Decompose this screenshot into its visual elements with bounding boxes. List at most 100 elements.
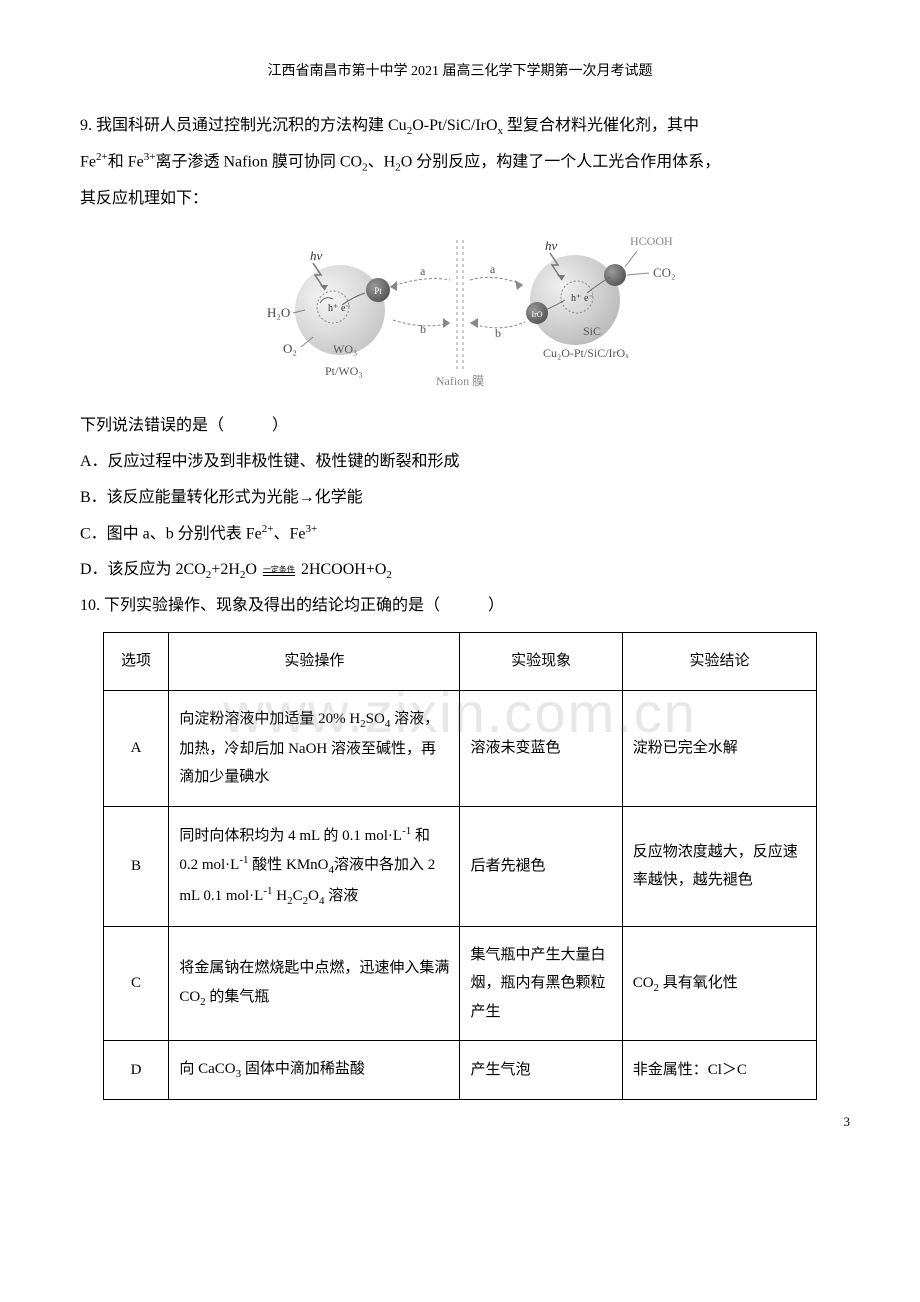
cell-opt: D (103, 1041, 169, 1100)
t: 、H (368, 154, 396, 171)
q10-stem: 10. 下列实验操作、现象及得出的结论均正确的是（ ） (80, 590, 840, 622)
th-opt: 选项 (103, 633, 169, 691)
sub: 2 (386, 569, 392, 581)
cell-op: 将金属钠在燃烧匙中点燃，迅速伸入集满 CO2 的集气瓶 (169, 926, 460, 1041)
t: D．该反应为 2CO (80, 561, 206, 578)
t: 和 Fe (108, 154, 144, 171)
q9-optC: C．图中 a、b 分别代表 Fe2+、Fe3+ (80, 518, 840, 550)
cell-op: 同时向体积均为 4 mL 的 0.1 mol·L-1 和 0.2 mol·L-1… (169, 806, 460, 926)
hcooh-line (625, 251, 637, 267)
cell-cc: 淀粉已完全水解 (622, 690, 816, 806)
sup: 2+ (262, 523, 274, 535)
h2o-label: H₂O (267, 305, 290, 320)
t: 具有氧化性 (663, 975, 738, 991)
t: 型复合材料光催化剂，其中 (507, 117, 699, 134)
t: 2HCOOH+O (301, 561, 386, 578)
a-arrow-left (390, 278, 450, 286)
q9-options: 下列说法错误的是（ ） A．反应过程中涉及到非极性键、极性键的断裂和形成 B．该… (80, 410, 840, 587)
cell-ph: 产生气泡 (460, 1041, 622, 1100)
t: 固体中滴加稀盐酸 (241, 1061, 365, 1077)
table-row: D 向 CaCO3 固体中滴加稀盐酸 产生气泡 非金属性：Cl＞C (103, 1041, 816, 1100)
o2-label: O₂ (283, 341, 297, 356)
question-9: 9. 我国科研人员通过控制光沉积的方法构建 Cu2O-Pt/SiC/IrOx 型… (80, 110, 840, 215)
t: SO (366, 711, 385, 727)
iro-text: IrO (531, 310, 542, 319)
cell-opt: A (103, 690, 169, 806)
q9-stem-line3: 其反应机理如下： (80, 183, 840, 215)
diagram-svg: Nafion 膜 Pt h⁺ e⁻ hv H₂O O₂ WO₃ Pt/WO₃ (225, 225, 695, 395)
cond: 一定条件 (263, 566, 295, 574)
cell-op: 向 CaCO3 固体中滴加稀盐酸 (169, 1041, 460, 1100)
co2-label: CO₂ (653, 265, 676, 280)
question-10: 10. 下列实验操作、现象及得出的结论均正确的是（ ） (80, 590, 840, 622)
q9-optD: D．该反应为 2CO2+2H2O 一定条件 2HCOOH+O2 (80, 554, 840, 586)
table-row: B 同时向体积均为 4 mL 的 0.1 mol·L-1 和 0.2 mol·L… (103, 806, 816, 926)
t: 的集气瓶 (209, 989, 269, 1005)
th-ph: 实验现象 (460, 633, 622, 691)
a-tip-r (515, 280, 523, 290)
t: +2H (211, 561, 240, 578)
table-row: A 向淀粉溶液中加适量 20% H2SO4 溶液，加热，冷却后加 NaOH 溶液… (103, 690, 816, 806)
cell-cc: CO2 具有氧化性 (622, 926, 816, 1041)
th-op: 实验操作 (169, 633, 460, 691)
a-label-l: a (420, 264, 426, 278)
ptwo3-label: Pt/WO₃ (325, 364, 363, 378)
q9-optB: B．该反应能量转化形式为光能→化学能 (80, 482, 840, 514)
t: C (293, 888, 303, 904)
b-label-r: b (495, 326, 501, 340)
t: O (245, 561, 257, 578)
page-number: 3 (844, 1114, 851, 1130)
sub: x (498, 125, 504, 137)
t: 、Fe (274, 525, 306, 542)
t: C．图中 a、b 分别代表 Fe (80, 525, 262, 542)
page-header: 江西省南昌市第十中学 2021 届高三化学下学期第一次月考试题 (80, 60, 840, 80)
table-header-row: 选项 实验操作 实验现象 实验结论 (103, 633, 816, 691)
t: O-Pt/SiC/IrO (412, 117, 497, 134)
t: CO (633, 975, 654, 991)
sup: 2+ (96, 151, 108, 163)
experiment-table: 选项 实验操作 实验现象 实验结论 A 向淀粉溶液中加适量 20% H2SO4 … (103, 632, 817, 1100)
t: 同时向体积均为 4 mL 的 0.1 mol·L (179, 828, 402, 844)
pt-label: Pt (374, 286, 382, 296)
hv-right: hv (545, 238, 558, 253)
a-tip-l (390, 281, 397, 291)
b-label-l: b (420, 322, 426, 336)
wo3-label: WO₃ (333, 342, 357, 356)
t: 向淀粉溶液中加适量 20% H (179, 711, 360, 727)
cu2o-dot (604, 264, 626, 286)
t: 酸性 KMnO (252, 857, 328, 873)
cell-ph: 集气瓶中产生大量白烟，瓶内有黑色颗粒产生 (460, 926, 622, 1041)
b-tip-l (443, 318, 450, 328)
t: H (273, 888, 288, 904)
t: O (308, 888, 319, 904)
t: 9. 我国科研人员通过控制光沉积的方法构建 Cu (80, 117, 407, 134)
b-tip-r (470, 318, 478, 328)
th-cc: 实验结论 (622, 633, 816, 691)
hcooh-label: HCOOH (630, 234, 673, 248)
right-comp-label: Cu₂O-Pt/SiC/IrOₓ (543, 346, 629, 360)
t: Fe (80, 154, 96, 171)
h-label-r: h⁺ (571, 293, 581, 304)
table-row: C 将金属钠在燃烧匙中点燃，迅速伸入集满 CO2 的集气瓶 集气瓶中产生大量白烟… (103, 926, 816, 1041)
cell-cc: 反应物浓度越大，反应速率越快，越先褪色 (622, 806, 816, 926)
t: O 分别反应，构建了一个人工光合作用体系， (401, 154, 721, 171)
cell-ph: 后者先褪色 (460, 806, 622, 926)
a-arrow-right (470, 277, 523, 285)
q9-stem-line1: 9. 我国科研人员通过控制光沉积的方法构建 Cu2O-Pt/SiC/IrOx 型… (80, 110, 840, 142)
nafion-label: Nafion 膜 (436, 374, 484, 388)
sup: 3+ (144, 151, 156, 163)
a-label-r: a (490, 262, 496, 276)
q9-optA: A．反应过程中涉及到非极性键、极性键的断裂和形成 (80, 446, 840, 478)
reaction-diagram: Nafion 膜 Pt h⁺ e⁻ hv H₂O O₂ WO₃ Pt/WO₃ (80, 225, 840, 400)
h-label-l: h⁺ (328, 303, 338, 314)
hv-left: hv (310, 248, 323, 263)
cell-ph: 溶液未变蓝色 (460, 690, 622, 806)
co2-line (627, 273, 649, 275)
q9-after: 下列说法错误的是（ ） (80, 410, 840, 442)
sup: 3+ (306, 523, 318, 535)
sic-label: SiC (583, 324, 601, 338)
cell-opt: B (103, 806, 169, 926)
t: 溶液 (328, 888, 358, 904)
cell-opt: C (103, 926, 169, 1041)
t: 离子渗透 Nafion 膜可协同 CO (155, 154, 362, 171)
